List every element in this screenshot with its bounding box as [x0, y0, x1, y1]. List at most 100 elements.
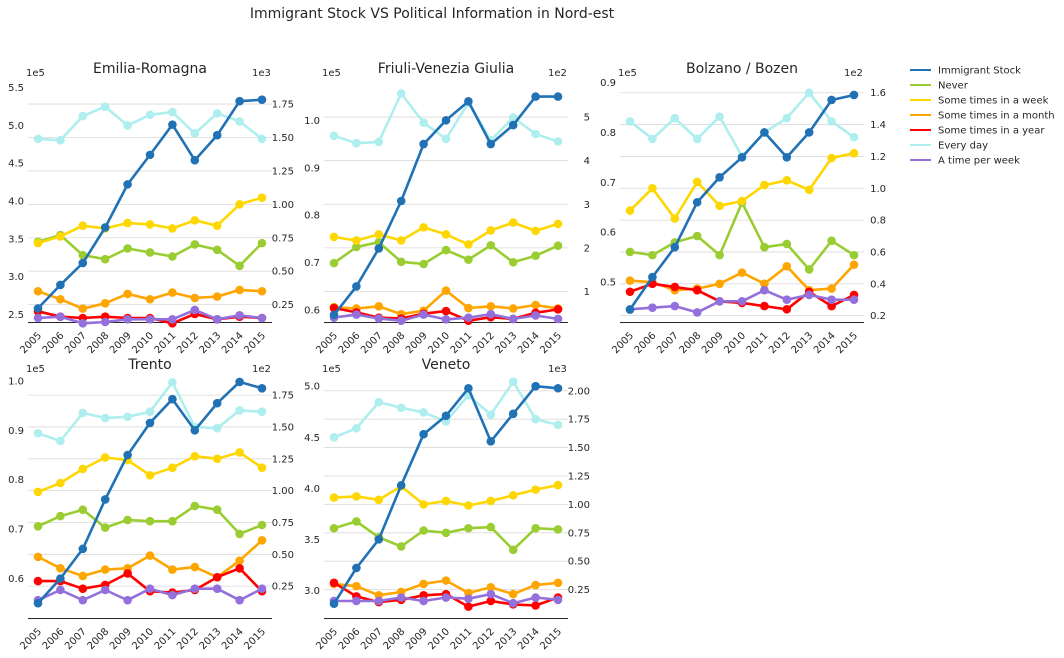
data-point	[441, 528, 451, 538]
left-tick-label: 4.5	[8, 159, 24, 170]
series-some-times-in-a-week	[329, 218, 563, 249]
data-point	[374, 302, 384, 311]
data-point	[464, 594, 473, 603]
data-point	[257, 238, 267, 248]
data-point	[190, 240, 200, 249]
data-point	[168, 378, 177, 387]
right-axis-multiplier: 1e3	[548, 364, 567, 375]
data-point	[464, 501, 473, 510]
right-tick-label: 0.50	[272, 550, 294, 561]
data-point	[625, 305, 635, 314]
data-point	[257, 193, 267, 202]
left-tick-label: 0.7	[600, 178, 616, 189]
left-axis-multiplier: 1e5	[322, 68, 341, 79]
right-tick-label: 1.75	[272, 391, 294, 402]
x-tick-label: 2010	[722, 330, 748, 356]
data-point	[827, 95, 836, 105]
x-tick-label: 2015	[242, 626, 268, 652]
x-tick-label: 2007	[359, 330, 385, 356]
data-point	[212, 109, 222, 118]
data-point	[78, 221, 88, 231]
data-point	[396, 316, 406, 325]
data-point	[100, 317, 110, 327]
data-point	[508, 257, 518, 267]
data-point	[168, 120, 177, 129]
data-point	[190, 426, 200, 435]
data-point	[531, 485, 540, 494]
data-point	[827, 153, 836, 163]
x-tick-label: 2013	[198, 626, 224, 652]
data-point	[827, 301, 836, 311]
data-point	[190, 501, 200, 511]
x-tick-label: 2015	[834, 330, 860, 356]
data-point	[235, 117, 244, 126]
left-axis-multiplier: 1e5	[26, 364, 45, 375]
data-point	[123, 450, 132, 460]
data-point	[441, 496, 451, 506]
data-point	[441, 116, 451, 125]
data-point	[168, 590, 177, 600]
legend-item-never: Never	[910, 81, 969, 92]
data-point	[760, 285, 769, 295]
data-point	[235, 311, 244, 320]
data-point	[56, 135, 65, 145]
data-point	[329, 493, 339, 502]
data-point	[78, 304, 88, 313]
series-immigrant-stock	[329, 381, 563, 609]
x-tick-label: 2006	[41, 330, 67, 356]
data-point	[782, 153, 792, 162]
x-tick-label: 2011	[745, 330, 771, 356]
data-point	[235, 261, 244, 271]
data-point	[168, 107, 177, 117]
data-point	[329, 258, 339, 268]
data-point	[190, 584, 200, 594]
data-point	[33, 134, 43, 144]
panel-title: Emilia-Romagna	[93, 61, 207, 77]
data-point	[760, 279, 769, 289]
data-point	[374, 244, 384, 253]
right-tick-label: 2	[584, 243, 590, 254]
data-point	[352, 423, 361, 433]
data-point	[123, 595, 132, 605]
data-point	[648, 134, 657, 144]
x-tick-label: 2009	[404, 330, 430, 356]
data-point	[464, 255, 473, 264]
data-point	[531, 523, 540, 533]
data-point	[352, 310, 361, 319]
data-point	[760, 242, 769, 252]
data-point	[123, 515, 132, 525]
data-point	[56, 574, 65, 583]
data-point	[352, 236, 361, 245]
data-point	[168, 288, 177, 297]
data-point	[145, 418, 155, 428]
data-point	[782, 239, 792, 249]
left-tick-label: 0.9	[8, 426, 24, 437]
data-point	[100, 254, 110, 264]
x-tick-label: 2015	[538, 330, 564, 356]
left-tick-label: 4.5	[304, 433, 320, 444]
x-tick-label: 2007	[63, 330, 89, 356]
data-point	[78, 464, 88, 474]
data-point	[212, 572, 222, 582]
data-point	[737, 268, 747, 277]
data-point	[715, 201, 724, 211]
x-tick-label: 2007	[655, 330, 681, 356]
data-point	[329, 232, 339, 242]
series-some-times-in-a-week	[33, 193, 267, 248]
series-every-day	[329, 377, 563, 442]
data-point	[648, 183, 657, 193]
data-point	[670, 242, 680, 252]
legend-label: Immigrant Stock	[938, 66, 1021, 77]
data-point	[100, 453, 110, 462]
data-point	[508, 598, 518, 608]
data-point	[329, 310, 339, 320]
data-point	[804, 185, 814, 195]
data-point	[464, 602, 473, 611]
series-a-time-per-week	[33, 305, 267, 328]
data-point	[486, 410, 496, 419]
data-point	[257, 407, 267, 416]
figure-title: Immigrant Stock VS Political Information…	[250, 6, 615, 22]
data-point	[257, 134, 267, 144]
right-axis-multiplier: 1e2	[844, 68, 863, 79]
data-point	[190, 216, 200, 225]
